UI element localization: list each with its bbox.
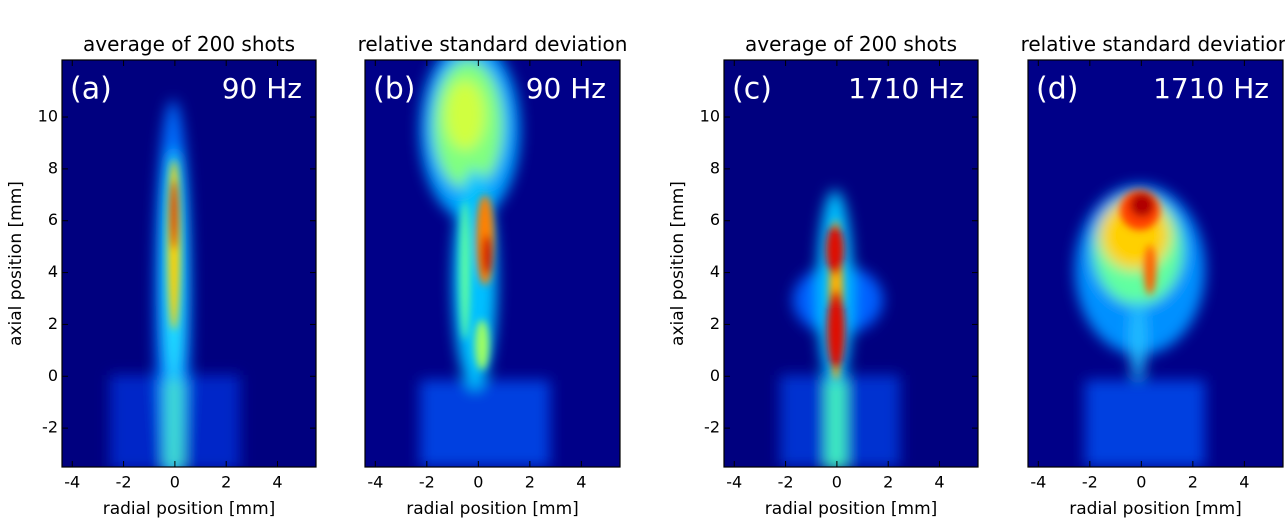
- y-axis-label: axial position [mm]: [668, 181, 688, 346]
- heatmap-image: [1028, 60, 1283, 467]
- panel-label: (c): [732, 72, 772, 107]
- chart-title: relative standard deviation: [1020, 32, 1285, 56]
- chart-title: average of 200 shots: [83, 32, 295, 56]
- x-tick-label: 2: [1188, 473, 1198, 492]
- annotation: 90 Hz: [222, 72, 302, 105]
- y-tick-label: -2: [42, 418, 58, 437]
- annotation: 90 Hz: [526, 72, 606, 105]
- x-tick-label: -2: [1082, 473, 1098, 492]
- panel-label: (b): [373, 72, 415, 107]
- chart-title: relative standard deviation: [357, 32, 628, 56]
- y-tick-label: 6: [710, 210, 720, 229]
- y-tick-label: 2: [710, 314, 720, 333]
- heatmap-image: [62, 60, 316, 467]
- y-tick-label: 10: [38, 107, 58, 126]
- x-tick-label: 4: [272, 473, 282, 492]
- x-tick-label: -2: [778, 473, 794, 492]
- plot-frame: [723, 59, 979, 468]
- x-axis-label: radial position [mm]: [406, 499, 579, 519]
- plot-frame: [61, 59, 317, 468]
- x-tick-label: -2: [116, 473, 132, 492]
- y-tick-label: 6: [48, 210, 58, 229]
- x-tick-label: 2: [525, 473, 535, 492]
- y-tick-label: 0: [48, 366, 58, 385]
- panel-label: (a): [70, 72, 112, 107]
- y-tick-label: 4: [48, 262, 58, 281]
- x-tick-label: 0: [1136, 473, 1146, 492]
- chart-title: relative standard deviation: [1020, 32, 1285, 56]
- x-tick-label: 0: [832, 473, 842, 492]
- y-tick-label: 4: [710, 262, 720, 281]
- chart-title: average of 200 shots: [745, 32, 957, 56]
- x-tick-label: -4: [64, 473, 80, 492]
- annotation: 1710 Hz: [1153, 72, 1269, 105]
- plot-frame: [1027, 59, 1284, 468]
- x-tick-label: 0: [473, 473, 483, 492]
- x-tick-label: 2: [221, 473, 231, 492]
- x-tick-label: 4: [1239, 473, 1249, 492]
- chart-title: average of 200 shots: [83, 32, 295, 56]
- heatmap-image: [724, 60, 978, 467]
- x-tick-label: -4: [726, 473, 742, 492]
- x-tick-label: -2: [419, 473, 435, 492]
- x-tick-label: 0: [170, 473, 180, 492]
- x-axis-label: radial position [mm]: [765, 499, 938, 519]
- x-tick-label: 4: [934, 473, 944, 492]
- x-axis-label: radial position [mm]: [1069, 499, 1242, 519]
- y-tick-label: 2: [48, 314, 58, 333]
- heatmap-image: [365, 60, 620, 467]
- x-tick-label: -4: [367, 473, 383, 492]
- panel-label: (d): [1036, 72, 1078, 107]
- y-tick-label: 8: [710, 158, 720, 177]
- x-axis-label: radial position [mm]: [103, 499, 276, 519]
- chart-title: relative standard deviation: [357, 32, 628, 56]
- y-tick-label: -2: [704, 418, 720, 437]
- y-tick-label: 0: [710, 366, 720, 385]
- y-tick-label: 10: [700, 107, 720, 126]
- plot-frame: [364, 59, 621, 468]
- chart-title: average of 200 shots: [745, 32, 957, 56]
- x-tick-label: 4: [576, 473, 586, 492]
- y-tick-label: 8: [48, 158, 58, 177]
- y-axis-label: axial position [mm]: [6, 181, 26, 346]
- x-tick-label: -4: [1030, 473, 1046, 492]
- x-tick-label: 2: [883, 473, 893, 492]
- annotation: 1710 Hz: [848, 72, 964, 105]
